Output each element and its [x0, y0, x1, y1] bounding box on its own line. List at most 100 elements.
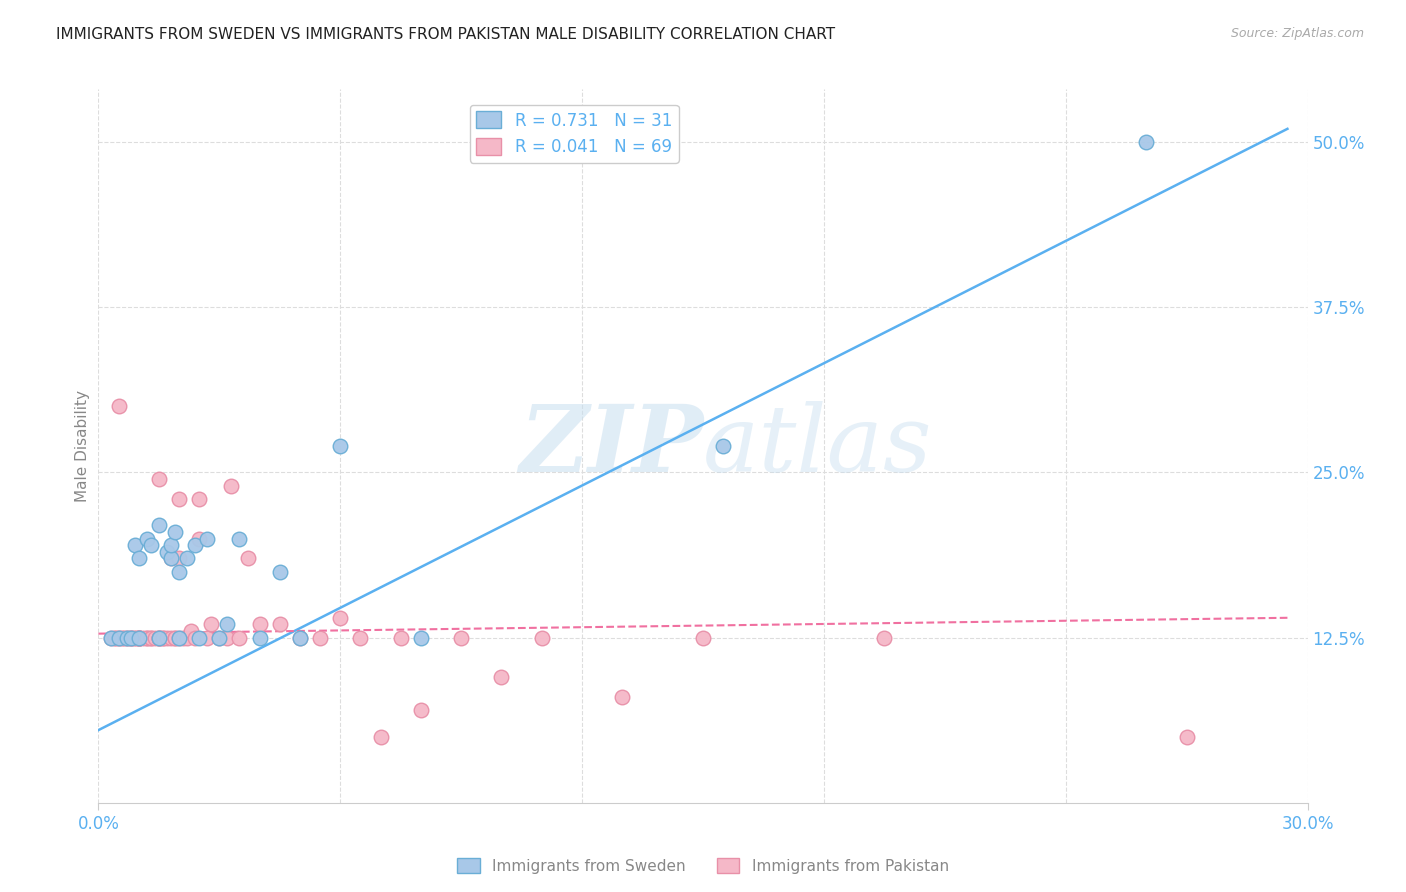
Point	[103, 631, 125, 645]
Point	[188, 532, 211, 546]
Point	[135, 532, 157, 546]
Point	[124, 538, 146, 552]
Point	[120, 631, 142, 645]
Point	[389, 631, 412, 645]
Point	[184, 631, 207, 645]
Point	[135, 631, 157, 645]
Point	[188, 491, 211, 506]
Point	[711, 439, 734, 453]
Point	[156, 545, 179, 559]
Text: ZIP: ZIP	[519, 401, 703, 491]
Point	[107, 400, 129, 414]
Text: Source: ZipAtlas.com: Source: ZipAtlas.com	[1230, 27, 1364, 40]
Point	[329, 439, 352, 453]
Point	[409, 631, 432, 645]
Point	[160, 631, 183, 645]
Point	[450, 631, 472, 645]
Point	[217, 631, 239, 645]
Point	[612, 690, 634, 704]
Point	[139, 538, 162, 552]
Point	[115, 631, 138, 645]
Point	[128, 631, 150, 645]
Point	[249, 631, 271, 645]
Point	[269, 565, 291, 579]
Point	[124, 631, 146, 645]
Point	[139, 631, 162, 645]
Point	[107, 631, 129, 645]
Point	[530, 631, 553, 645]
Point	[208, 631, 231, 645]
Point	[156, 631, 179, 645]
Text: atlas: atlas	[703, 401, 932, 491]
Point	[288, 631, 311, 645]
Point	[269, 617, 291, 632]
Point	[184, 538, 207, 552]
Point	[107, 631, 129, 645]
Point	[100, 631, 122, 645]
Point	[148, 631, 170, 645]
Point	[180, 624, 202, 638]
Point	[115, 631, 138, 645]
Y-axis label: Male Disability: Male Disability	[75, 390, 90, 502]
Point	[491, 670, 513, 684]
Point	[221, 478, 243, 492]
Legend: R = 0.731   N = 31, R = 0.041   N = 69: R = 0.731 N = 31, R = 0.041 N = 69	[470, 104, 679, 162]
Point	[115, 631, 138, 645]
Point	[128, 631, 150, 645]
Point	[200, 617, 222, 632]
Point	[288, 631, 311, 645]
Point	[148, 518, 170, 533]
Point	[160, 551, 183, 566]
Point	[249, 617, 271, 632]
Point	[128, 631, 150, 645]
Legend: Immigrants from Sweden, Immigrants from Pakistan: Immigrants from Sweden, Immigrants from …	[451, 852, 955, 880]
Point	[148, 631, 170, 645]
Point	[152, 631, 174, 645]
Point	[1135, 135, 1157, 149]
Point	[167, 565, 190, 579]
Point	[329, 611, 352, 625]
Text: IMMIGRANTS FROM SWEDEN VS IMMIGRANTS FROM PAKISTAN MALE DISABILITY CORRELATION C: IMMIGRANTS FROM SWEDEN VS IMMIGRANTS FRO…	[56, 27, 835, 42]
Point	[208, 631, 231, 645]
Point	[148, 631, 170, 645]
Point	[1175, 730, 1198, 744]
Point	[228, 532, 250, 546]
Point	[111, 631, 134, 645]
Point	[139, 631, 162, 645]
Point	[148, 631, 170, 645]
Point	[195, 631, 218, 645]
Point	[188, 631, 211, 645]
Point	[228, 631, 250, 645]
Point	[692, 631, 714, 645]
Point	[132, 631, 155, 645]
Point	[103, 631, 125, 645]
Point	[176, 551, 198, 566]
Point	[100, 631, 122, 645]
Point	[217, 617, 239, 632]
Point	[370, 730, 392, 744]
Point	[176, 631, 198, 645]
Point	[167, 491, 190, 506]
Point	[160, 551, 183, 566]
Point	[111, 631, 134, 645]
Point	[163, 631, 186, 645]
Point	[120, 631, 142, 645]
Point	[124, 631, 146, 645]
Point	[172, 631, 194, 645]
Point	[143, 631, 166, 645]
Point	[163, 524, 186, 539]
Point	[128, 631, 150, 645]
Point	[128, 551, 150, 566]
Point	[135, 631, 157, 645]
Point	[309, 631, 332, 645]
Point	[349, 631, 371, 645]
Point	[107, 631, 129, 645]
Point	[128, 631, 150, 645]
Point	[236, 551, 259, 566]
Point	[152, 631, 174, 645]
Point	[128, 631, 150, 645]
Point	[409, 703, 432, 717]
Point	[873, 631, 896, 645]
Point	[163, 631, 186, 645]
Point	[120, 631, 142, 645]
